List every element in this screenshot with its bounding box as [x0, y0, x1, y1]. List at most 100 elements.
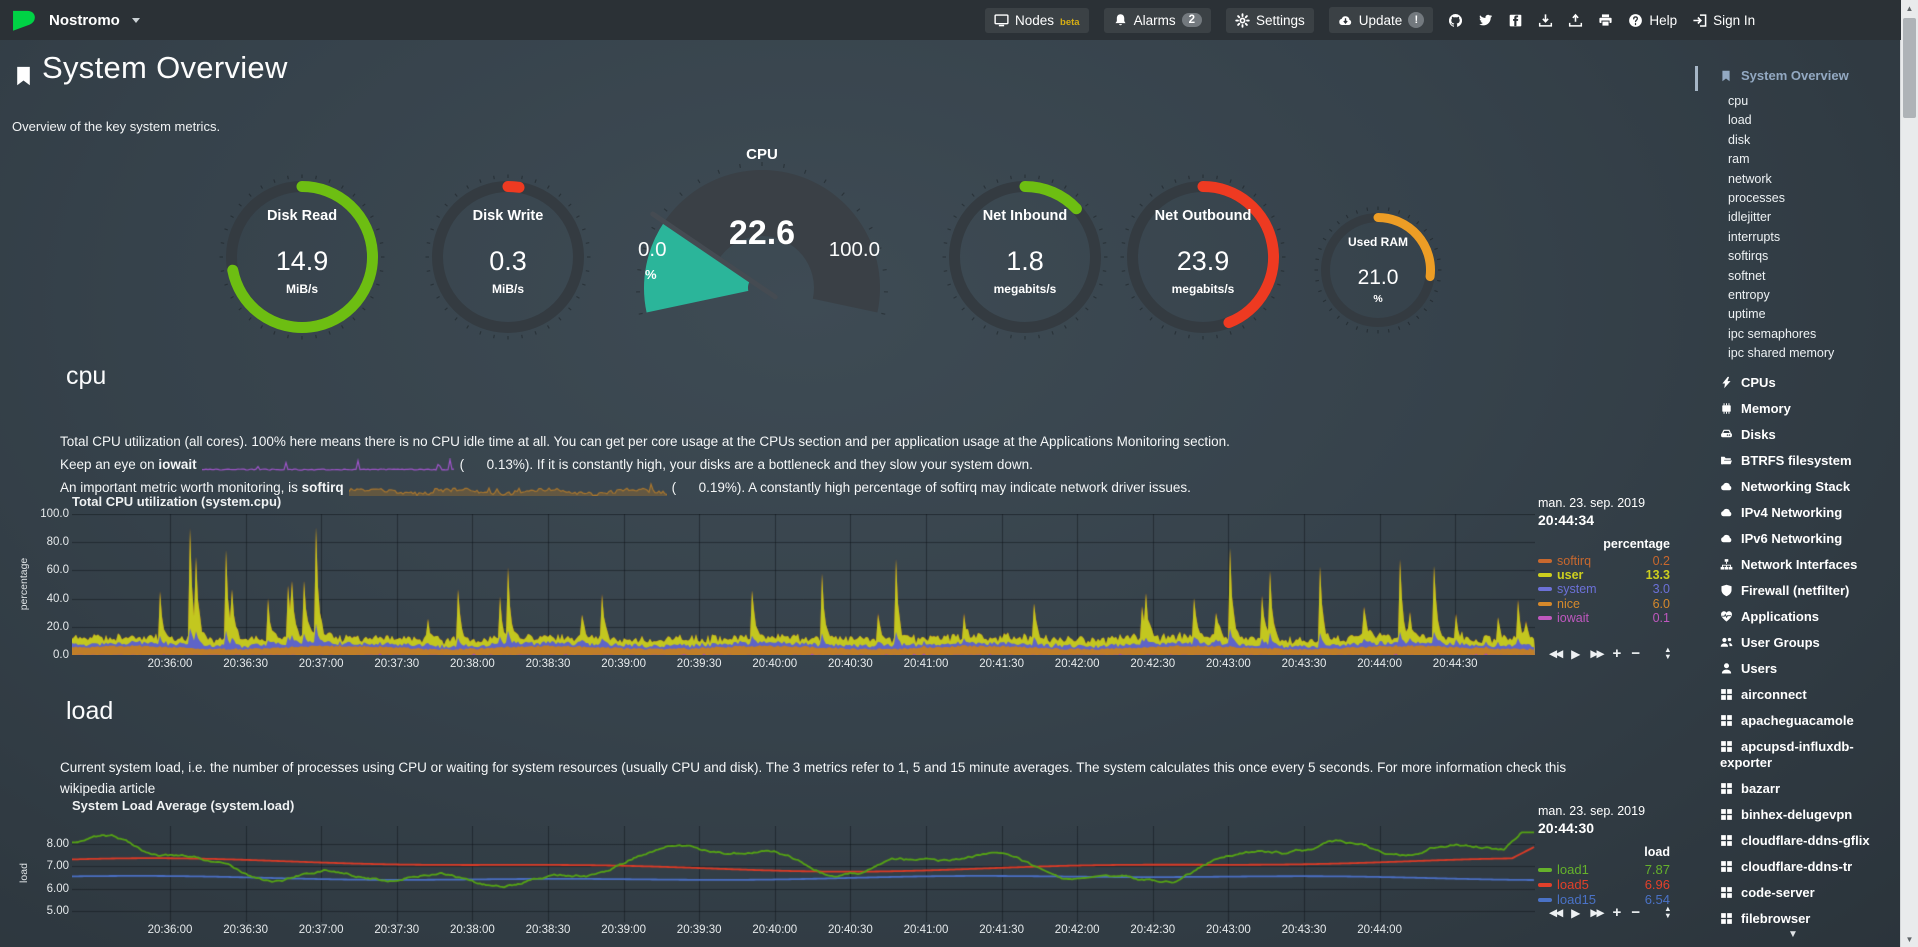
sidebar-section-network-interfaces[interactable]: Network Interfaces	[1720, 557, 1884, 573]
sidebar-item-network[interactable]: network	[1728, 171, 1772, 186]
nav-nodes[interactable]: Nodes beta	[985, 7, 1089, 33]
legend-series-softirq[interactable]: softirq 0.2	[1538, 554, 1670, 568]
nav-signin[interactable]: Sign In	[1692, 13, 1755, 28]
sidebar-section-disks[interactable]: Disks	[1720, 427, 1884, 443]
sidebar-section-apcupsd-influxdb-exporter[interactable]: apcupsd-influxdb-exporter	[1720, 738, 1854, 770]
sidebar-section-airconnect[interactable]: airconnect	[1720, 687, 1884, 703]
sidebar-section-code-server[interactable]: code-server	[1720, 885, 1884, 901]
series-value: 7.87	[1644, 862, 1670, 877]
chart-resize-handle[interactable]: ▲ ▼	[1664, 645, 1672, 661]
nav-facebook[interactable]	[1508, 13, 1523, 28]
netdata-logo-icon[interactable]	[10, 6, 39, 35]
scrollbar-up-icon[interactable]: ▲	[1905, 3, 1914, 13]
hostname-dropdown[interactable]: Nostromo	[49, 11, 120, 29]
legend-series-iowait[interactable]: iowait 0.1	[1538, 611, 1670, 625]
gauge-cpu[interactable]: CPU 22.6 0.0 100.0 %	[612, 146, 912, 316]
nav-upload[interactable]	[1568, 13, 1583, 28]
sidebar-section-ipv4-networking[interactable]: IPv4 Networking	[1720, 505, 1884, 521]
bolt-icon	[1722, 376, 1731, 388]
page-scrollbar[interactable]: ▲ ▼	[1900, 0, 1918, 947]
chart-zoom-out-button[interactable]: −	[1631, 904, 1641, 921]
nav-update[interactable]: Update!	[1328, 7, 1434, 33]
sidebar-section-btrfs-filesystem[interactable]: BTRFS filesystem	[1720, 453, 1884, 469]
sidebar-item-ipc-shared-memory[interactable]: ipc shared memory	[1728, 346, 1835, 361]
sidebar-more-chevron-icon[interactable]: ▼	[1788, 929, 1798, 940]
wikipedia-article-link[interactable]: wikipedia article	[60, 781, 156, 796]
sidebar-item-softirqs[interactable]: softirqs	[1728, 249, 1769, 264]
sidebar-section-filebrowser[interactable]: filebrowser	[1720, 911, 1884, 927]
sidebar-item-load[interactable]: load	[1728, 113, 1752, 128]
nav-github[interactable]	[1448, 13, 1463, 28]
monitor-icon	[994, 13, 1009, 26]
chart-zoom-out-button[interactable]: −	[1631, 645, 1641, 662]
sidebar-section-cloudflare-ddns-gflix[interactable]: cloudflare-ddns-gflix	[1720, 833, 1884, 849]
nav-print[interactable]	[1598, 13, 1613, 28]
sidebar-item-cpu[interactable]: cpu	[1728, 94, 1749, 108]
x-tick: 20:43:30	[1281, 924, 1327, 936]
chart-zoom-in-button[interactable]: +	[1612, 645, 1622, 662]
sidebar-section-binhex-delugevpn[interactable]: binhex-delugevpn	[1720, 807, 1884, 823]
sidebar-section-users[interactable]: Users	[1720, 661, 1884, 677]
sidebar-item-softnet[interactable]: softnet	[1728, 268, 1766, 283]
sidebar-item-ipc-semaphores[interactable]: ipc semaphores	[1728, 326, 1817, 341]
scrollbar-down-icon[interactable]: ▼	[1905, 934, 1914, 944]
bell-icon	[1115, 13, 1126, 25]
sidebar-section-ipv6-networking[interactable]: IPv6 Networking	[1720, 531, 1884, 547]
series-swatch	[1538, 897, 1552, 902]
sidebar-item-system-overview[interactable]: System Overview	[1720, 68, 1896, 83]
facebook-icon	[1510, 14, 1522, 26]
x-tick: 20:41:30	[979, 658, 1024, 670]
sidebar-item-entropy[interactable]: entropy	[1728, 288, 1770, 303]
legend-series-load1[interactable]: load1 7.87	[1538, 862, 1670, 877]
chart-seek-backward-button[interactable]: ◀◀	[1549, 647, 1563, 660]
gauge-net-inbound[interactable]: Net Inbound 1.8 megabits/s	[940, 172, 1110, 342]
sidebar-section-bazarr[interactable]: bazarr	[1720, 781, 1884, 797]
load-chart[interactable]	[72, 826, 1535, 922]
sidebar-section-memory[interactable]: Memory	[1720, 401, 1884, 417]
gauge-disk-read[interactable]: Disk Read 14.9 MiB/s	[217, 172, 387, 342]
sidebar-section-firewall-netfilter[interactable]: Firewall (netfilter)	[1720, 583, 1884, 599]
chart-seek-backward-button[interactable]: ◀◀	[1549, 906, 1563, 919]
gauge-used-ram[interactable]: Used RAM 21.0 %	[1312, 204, 1444, 336]
y-tick: 20.0	[46, 620, 69, 633]
nav-alarms[interactable]: Alarms 2	[1103, 7, 1211, 33]
chart-resize-handle[interactable]: ▲ ▼	[1664, 904, 1672, 920]
legend-series-load15[interactable]: load15 6.54	[1538, 892, 1670, 907]
sidebar-section-user-groups[interactable]: User Groups	[1720, 635, 1884, 651]
legend-series-load5[interactable]: load5 6.96	[1538, 877, 1670, 892]
chart-seek-forward-button[interactable]: ▶▶	[1590, 906, 1604, 919]
sidebar-section-applications[interactable]: Applications	[1720, 609, 1884, 625]
sidebar-item-interrupts[interactable]: interrupts	[1728, 229, 1781, 244]
grid-icon	[1721, 688, 1732, 700]
chart-play-button[interactable]: ▶	[1571, 646, 1581, 661]
chart-seek-forward-button[interactable]: ▶▶	[1590, 647, 1604, 660]
gauge-cpu-max: 100.0	[828, 238, 880, 261]
legend-series-system[interactable]: system 3.0	[1538, 582, 1670, 596]
caret-down-icon[interactable]	[131, 17, 140, 23]
sidebar-item-processes[interactable]: processes	[1728, 191, 1785, 206]
sidebar-active-indicator	[1695, 66, 1698, 91]
sidebar-section-apacheguacamole[interactable]: apacheguacamole	[1720, 713, 1884, 729]
nav-settings[interactable]: Settings	[1226, 7, 1314, 33]
nav-help[interactable]: Help	[1628, 13, 1677, 28]
sidebar-section-cloudflare-ddns-tr[interactable]: cloudflare-ddns-tr	[1720, 859, 1884, 875]
sidebar-item-idlejitter[interactable]: idlejitter	[1728, 210, 1772, 225]
gauge-disk-write[interactable]: Disk Write 0.3 MiB/s	[423, 172, 593, 342]
scrollbar-thumb[interactable]	[1903, 18, 1916, 118]
nav-download[interactable]	[1538, 13, 1553, 28]
sidebar-item-disk[interactable]: disk	[1728, 132, 1751, 147]
sidebar-item-uptime[interactable]: uptime	[1728, 307, 1766, 322]
sidebar-section-networking-stack[interactable]: Networking Stack	[1720, 479, 1884, 495]
x-tick: 20:37:30	[374, 924, 420, 936]
nav-twitter[interactable]	[1478, 13, 1493, 28]
sidebar-active-label: System Overview	[1741, 68, 1849, 83]
gauge-net-outbound[interactable]: Net Outbound 23.9 megabits/s	[1118, 172, 1288, 342]
chart-play-button[interactable]: ▶	[1571, 905, 1581, 920]
legend-series-user[interactable]: user 13.3	[1538, 568, 1670, 582]
cpu-chart[interactable]	[72, 514, 1535, 655]
sidebar-item-ram[interactable]: ram	[1728, 152, 1750, 167]
legend-series-nice[interactable]: nice 6.0	[1538, 597, 1670, 611]
chart-zoom-in-button[interactable]: +	[1612, 904, 1622, 921]
x-tick: 20:37:00	[298, 658, 344, 670]
sidebar-section-cpus[interactable]: CPUs	[1720, 375, 1884, 391]
